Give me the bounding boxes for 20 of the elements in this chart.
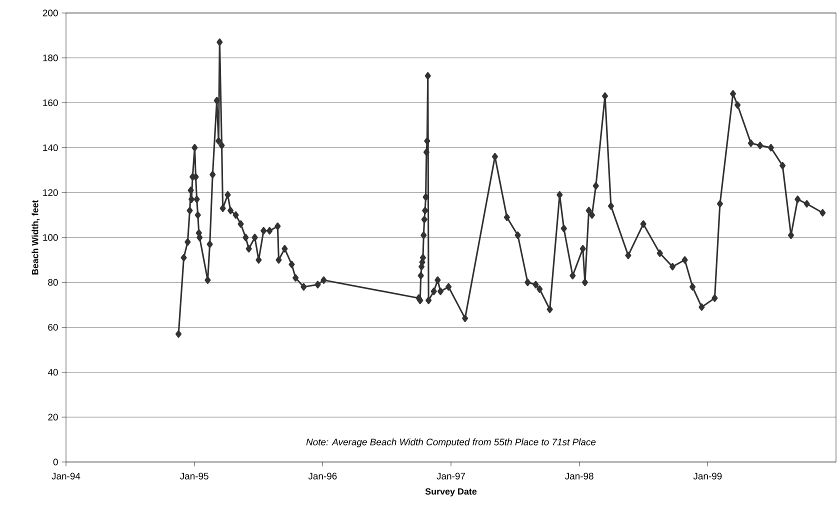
y-tick-label: 20 bbox=[48, 414, 58, 420]
y-tick-label: 100 bbox=[43, 234, 58, 241]
x-tick-label: Jan-95 bbox=[180, 472, 208, 480]
annotation: Note: Average Beach Width Computed from 55th Place to 71st Place bbox=[306, 438, 596, 448]
x-axis-title: Survey Date bbox=[425, 488, 477, 496]
y-tick-label: 60 bbox=[48, 324, 58, 331]
x-tick-label: Jan-99 bbox=[693, 472, 722, 480]
y-tick-label: 200 bbox=[42, 10, 58, 16]
y-tick-label: 120 bbox=[43, 189, 58, 196]
x-tick-label: Jan-96 bbox=[308, 472, 337, 480]
y-axis-title: Beach Width, feet bbox=[32, 200, 40, 274]
y-tick-label: 40 bbox=[48, 368, 58, 376]
x-tick-label: Jan-94 bbox=[52, 472, 80, 480]
y-tick-label: 180 bbox=[43, 54, 58, 62]
x-tick-label: Jan-97 bbox=[436, 472, 465, 480]
y-tick-label: 140 bbox=[43, 144, 58, 152]
x-tick-label: Jan-98 bbox=[565, 472, 594, 480]
y-tick-label: 160 bbox=[43, 99, 58, 106]
y-tick-label: 80 bbox=[48, 279, 58, 286]
y-tick-label: 0 bbox=[53, 458, 58, 466]
